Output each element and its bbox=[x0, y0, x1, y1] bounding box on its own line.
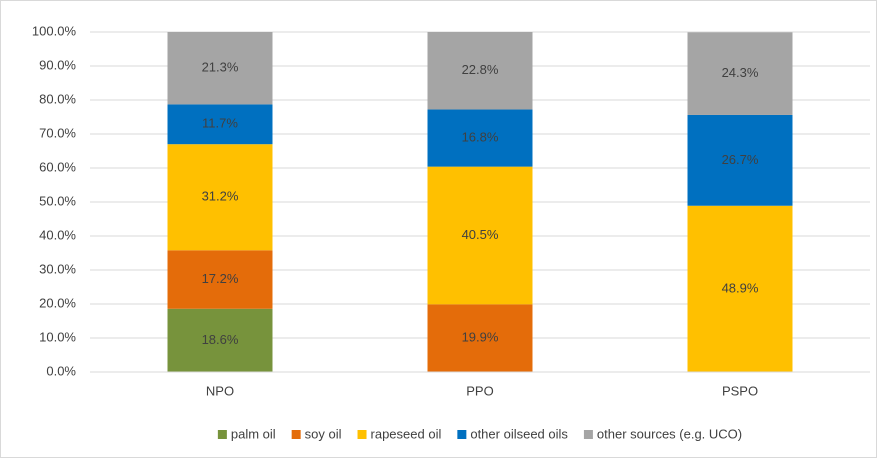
legend-swatch bbox=[217, 430, 227, 439]
bar-segment bbox=[687, 205, 793, 372]
x-tick-label: PSPO bbox=[722, 383, 758, 398]
y-tick-label: 70.0% bbox=[39, 125, 76, 140]
data-label: 24.3% bbox=[722, 65, 759, 80]
y-tick-label: 50.0% bbox=[39, 193, 76, 208]
data-label: 17.2% bbox=[202, 271, 239, 286]
y-tick-label: 80.0% bbox=[39, 91, 76, 106]
bar-segment bbox=[167, 250, 273, 309]
legend-label: soy oil bbox=[305, 426, 342, 441]
data-label: 11.7% bbox=[202, 116, 238, 131]
data-label: 19.9% bbox=[462, 330, 499, 345]
y-tick-label: 100.0% bbox=[32, 23, 77, 38]
y-tick-label: 40.0% bbox=[39, 227, 76, 242]
bar-segment bbox=[167, 144, 273, 251]
x-tick-label: NPO bbox=[206, 383, 234, 398]
data-label: 16.8% bbox=[462, 130, 499, 145]
bar-segment bbox=[427, 304, 533, 372]
y-tick-label: 90.0% bbox=[39, 57, 76, 72]
x-tick-label: PPO bbox=[466, 383, 493, 398]
bar-segment bbox=[427, 32, 533, 110]
bar-segment bbox=[687, 114, 793, 206]
y-tick-label: 20.0% bbox=[39, 295, 76, 310]
bar-segment bbox=[167, 308, 273, 372]
bar-segment bbox=[427, 166, 533, 305]
data-label: 40.5% bbox=[462, 227, 499, 242]
legend-label: other sources (e.g. UCO) bbox=[597, 426, 742, 441]
bar-segment bbox=[427, 109, 533, 167]
legend-swatch bbox=[583, 430, 593, 439]
legend-swatch bbox=[357, 430, 367, 439]
legend-label: rapeseed oil bbox=[371, 426, 442, 441]
y-tick-label: 30.0% bbox=[39, 261, 76, 276]
legend-swatch bbox=[457, 430, 467, 439]
y-tick-label: 10.0% bbox=[39, 329, 76, 344]
legend-swatch bbox=[291, 430, 301, 439]
bar-segment bbox=[687, 32, 793, 115]
bar-segment bbox=[167, 32, 273, 105]
data-label: 26.7% bbox=[722, 152, 759, 167]
data-label: 18.6% bbox=[202, 332, 239, 347]
data-label: 31.2% bbox=[202, 189, 239, 204]
bar-segment bbox=[167, 104, 273, 145]
data-label: 21.3% bbox=[202, 60, 239, 75]
data-label: 48.9% bbox=[722, 280, 759, 295]
legend-label: other oilseed oils bbox=[470, 426, 568, 441]
y-tick-label: 0.0% bbox=[46, 363, 76, 378]
legend-label: palm oil bbox=[231, 426, 276, 441]
y-tick-label: 60.0% bbox=[39, 159, 76, 174]
data-label: 22.8% bbox=[462, 62, 499, 77]
